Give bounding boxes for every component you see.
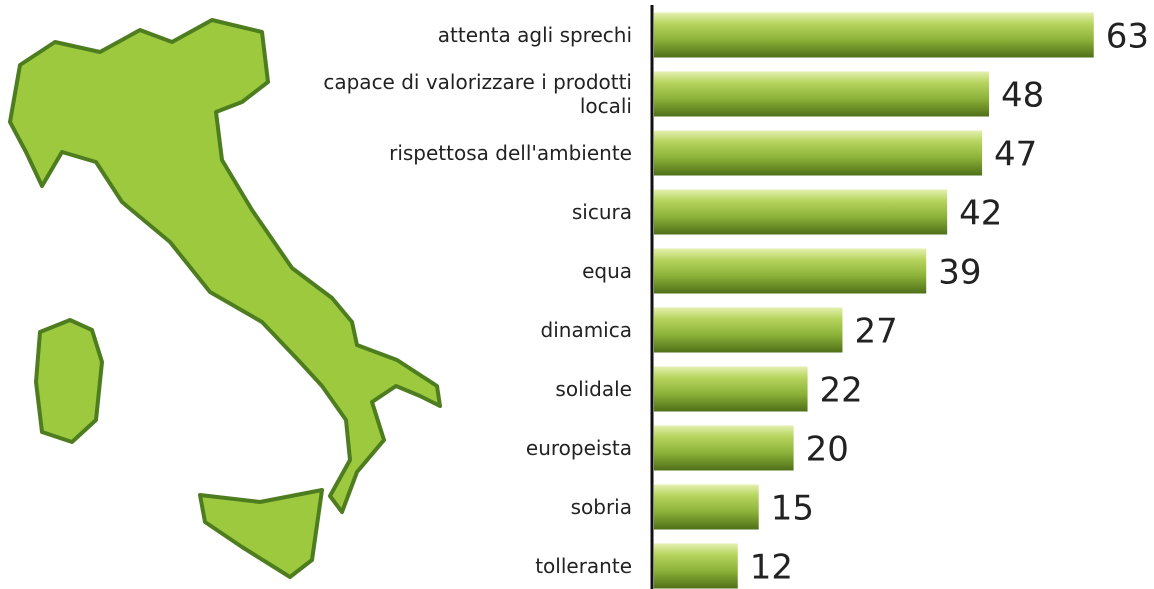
sardinia [34, 318, 104, 444]
bar [654, 248, 927, 294]
value-label: 22 [820, 371, 863, 411]
bar [654, 130, 983, 176]
category-label: sobria [570, 495, 632, 519]
bar [654, 425, 794, 471]
category-label: solidale [555, 377, 632, 401]
category-label: tollerante [535, 554, 632, 578]
category-label: dinamica [540, 318, 632, 342]
category-label: attenta agli sprechi [437, 23, 632, 47]
category-label: sicura [571, 200, 632, 224]
value-label: 42 [959, 194, 1002, 234]
bar [654, 12, 1094, 58]
value-label: 39 [938, 253, 981, 293]
bar [654, 484, 759, 530]
value-label: 63 [1106, 17, 1149, 57]
category-label: capace di valorizzare i prodotti locali [323, 70, 632, 118]
sicily [198, 488, 324, 579]
value-label: 20 [806, 430, 849, 470]
value-label: 47 [994, 135, 1037, 175]
value-label: 12 [750, 548, 793, 588]
value-label: 15 [771, 489, 814, 529]
mainland [8, 18, 442, 514]
value-label: 27 [854, 312, 897, 352]
value-label: 48 [1001, 76, 1044, 116]
bar [654, 71, 990, 117]
category-label: europeista [525, 436, 632, 460]
bar [654, 543, 738, 589]
bar [654, 366, 808, 412]
category-label: rispettosa dell'ambiente [389, 141, 632, 165]
category-label: equa [582, 259, 632, 283]
italy-map [8, 18, 442, 579]
bar [654, 189, 948, 235]
bar [654, 307, 843, 353]
